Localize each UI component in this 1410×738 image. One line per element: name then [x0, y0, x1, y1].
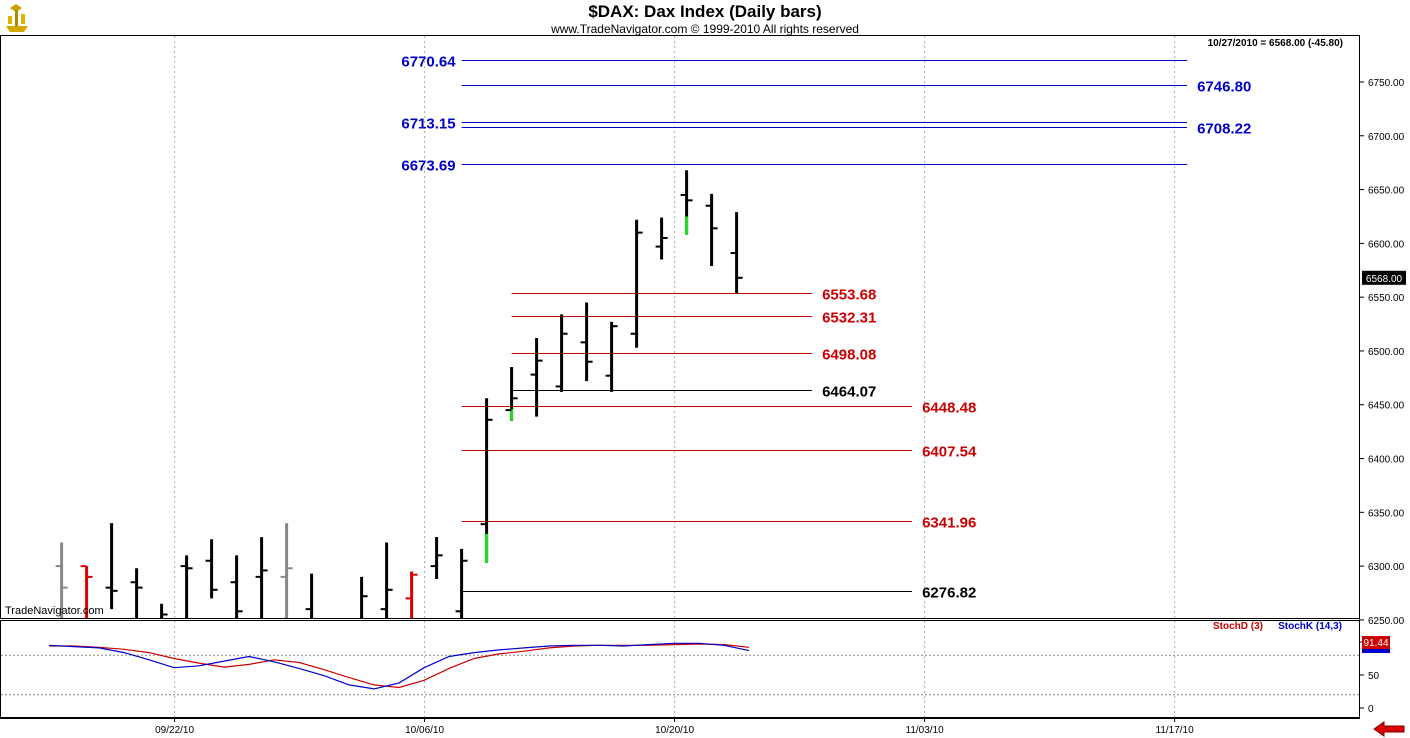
y-tick-label: 6700.00: [1368, 132, 1405, 143]
x-tick-label: 09/22/10: [155, 725, 194, 736]
ohlc-bar: [505, 367, 518, 421]
y-tick-label: 6250.00: [1368, 616, 1405, 627]
svg-text:91.44: 91.44: [1363, 638, 1388, 649]
ohlc-bar: [530, 338, 543, 417]
stoch-legend-k: StochK (14,3): [1278, 621, 1342, 632]
ohlc-bar: [655, 217, 668, 260]
scroll-right-arrow-icon[interactable]: [1373, 721, 1405, 737]
date-x-axis: 09/22/10 10/06/10 10/20/10 11/03/10 11/17/10: [155, 717, 1194, 736]
stoch-panel: [1, 642, 1359, 696]
ohlc-bar: [430, 537, 443, 580]
ohlc-bar: [380, 542, 393, 618]
y-tick-label: 6500.00: [1368, 347, 1405, 358]
y-tick-label: 6450.00: [1368, 401, 1405, 412]
ohlc-bar: [730, 212, 743, 294]
stoch-tick-label: 0: [1368, 704, 1374, 715]
chart-title: $DAX: Dax Index (Daily bars): [588, 2, 821, 21]
stoch-panel-frame: [0, 620, 1360, 718]
level-label: 6713.15: [401, 116, 455, 133]
ohlc-bar: [205, 539, 218, 599]
ohlc-bar: [705, 193, 718, 266]
ohlc-bar: [130, 568, 143, 618]
trade-navigator-logo-icon[interactable]: [6, 4, 28, 32]
ohlc-bar: [480, 398, 493, 563]
ohlc-bar: [280, 523, 293, 618]
y-tick-label: 6650.00: [1368, 186, 1405, 197]
stoch-tick-label: 50: [1368, 671, 1380, 682]
x-tick-label: 11/03/10: [906, 725, 945, 736]
last-quote-text: 10/27/2010 = 6568.00 (-45.80): [1208, 38, 1343, 49]
level-label: 6673.69: [401, 158, 455, 175]
stoch-legend-d: StochD (3): [1213, 621, 1263, 632]
stoch-value-tag: 91.44: [1362, 636, 1390, 653]
ohlc-bar: [580, 302, 593, 382]
ohlc-bar: [105, 523, 118, 610]
ohlc-bar: [255, 537, 268, 618]
last-price-tag: 6568.00: [1362, 270, 1406, 285]
svg-text:6568.00: 6568.00: [1366, 274, 1403, 285]
level-label: 6407.54: [922, 444, 977, 461]
ohlc-bar: [680, 170, 693, 235]
y-tick-label: 6300.00: [1368, 562, 1405, 573]
x-tick-label: 10/20/10: [655, 725, 694, 736]
level-label: 6770.64: [401, 54, 456, 71]
ohlc-bar: [230, 555, 243, 618]
ohlc-bar: [180, 555, 193, 618]
level-label: 6532.31: [822, 310, 876, 327]
ohlc-bar: [360, 576, 368, 618]
ohlc-bar: [630, 219, 643, 348]
ohlc-bar: [55, 542, 68, 618]
level-label: 6448.48: [922, 400, 976, 417]
grid: [174, 36, 1176, 717]
chart-subtitle: www.TradeNavigator.com © 1999-2010 All r…: [550, 22, 859, 36]
ohlc-bar: [555, 314, 568, 392]
ohlc-bar: [160, 603, 168, 618]
y-tick-label: 6600.00: [1368, 239, 1405, 250]
level-label: 6464.07: [822, 384, 876, 401]
level-label: 6498.08: [822, 347, 876, 364]
ohlc-bar: [405, 571, 418, 618]
y-tick-label: 6750.00: [1368, 78, 1405, 89]
level-label: 6276.82: [922, 585, 976, 602]
price-bars: [55, 170, 743, 618]
level-label: 6746.80: [1197, 79, 1251, 96]
y-tick-label: 6550.00: [1368, 293, 1405, 304]
ohlc-bar: [80, 565, 93, 618]
stoch-series-line: [49, 642, 750, 690]
ohlc-bar: [455, 548, 468, 618]
y-tick-label: 6350.00: [1368, 508, 1405, 519]
x-tick-label: 10/06/10: [405, 725, 444, 736]
level-label: 6553.68: [822, 287, 876, 304]
watermark: TradeNavigator.com: [5, 605, 104, 617]
level-label: 6341.96: [922, 515, 976, 532]
price-y-axis: 6250.00 6300.00 6350.00 6400.00 6450.00 6500.…: [1359, 78, 1405, 627]
x-tick-label: 11/17/10: [1156, 725, 1195, 736]
level-label: 6708.22: [1197, 121, 1251, 138]
ohlc-bar: [605, 321, 618, 392]
y-tick-label: 6400.00: [1368, 455, 1405, 466]
ohlc-bar: [305, 573, 314, 618]
